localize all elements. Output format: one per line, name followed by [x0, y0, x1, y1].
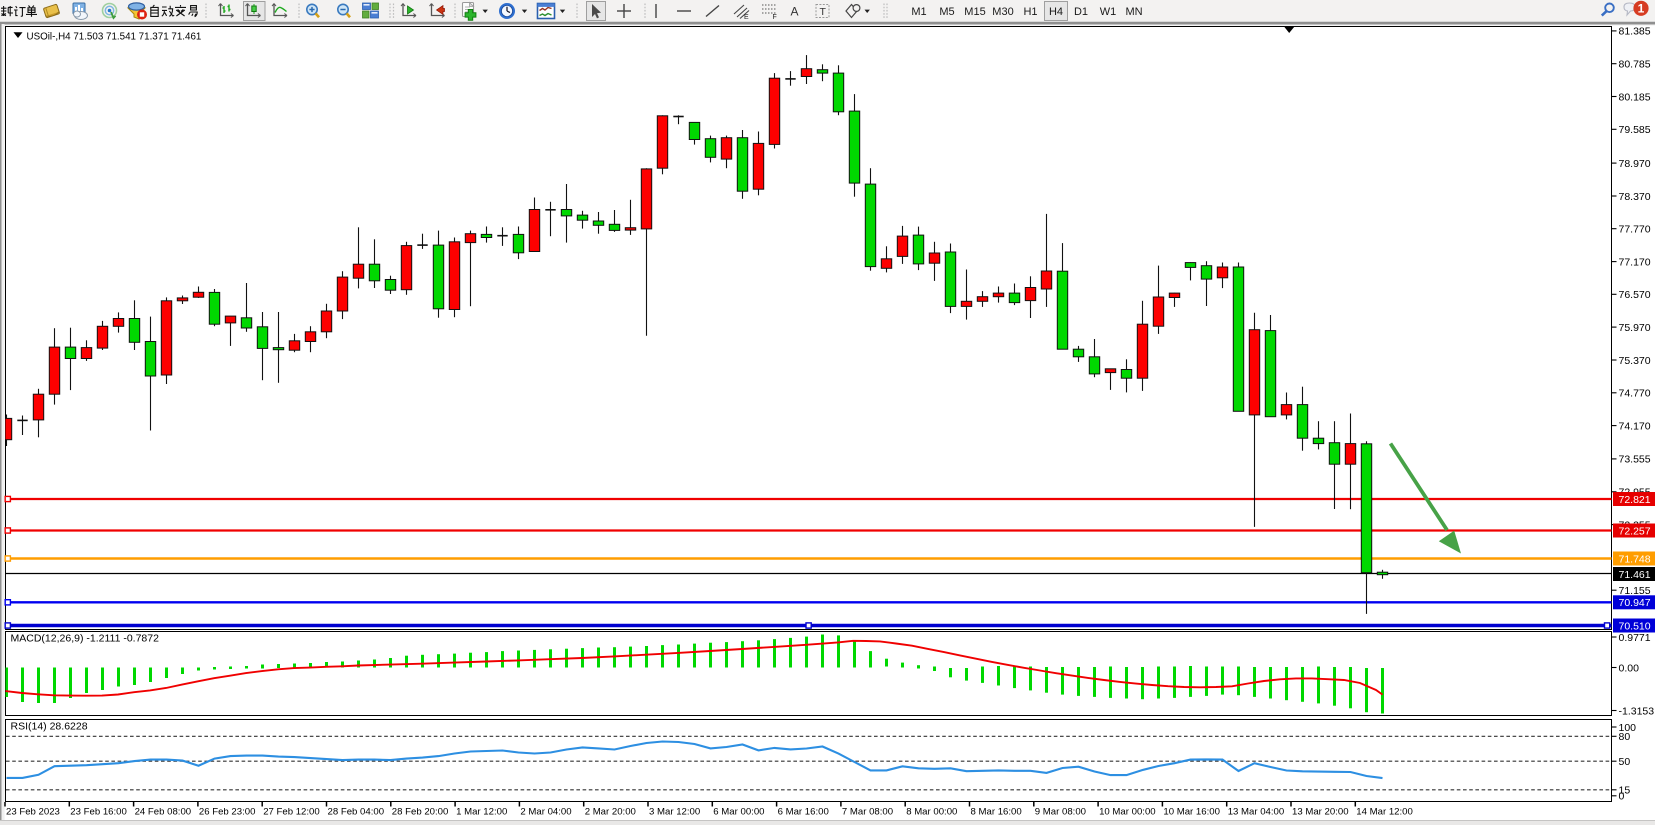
svg-text:77.770: 77.770	[1619, 224, 1651, 236]
svg-text:8 Mar 16:00: 8 Mar 16:00	[971, 806, 1022, 817]
svg-text:77.170: 77.170	[1619, 256, 1651, 268]
svg-text:13 Mar 04:00: 13 Mar 04:00	[1228, 806, 1285, 817]
svg-text:0.9771: 0.9771	[1619, 632, 1651, 644]
svg-text:75.970: 75.970	[1619, 322, 1651, 334]
svg-text:72.821: 72.821	[1619, 494, 1651, 506]
svg-text:H4: H4	[1049, 6, 1063, 18]
svg-text:72.257: 72.257	[1619, 525, 1651, 537]
svg-text:F: F	[773, 14, 777, 21]
svg-text:80.785: 80.785	[1619, 59, 1651, 71]
svg-text:0.00: 0.00	[1619, 662, 1640, 674]
svg-text:0: 0	[1619, 791, 1625, 803]
svg-text:78.970: 78.970	[1619, 158, 1651, 170]
svg-text:W1: W1	[1100, 6, 1117, 18]
svg-text:27 Feb 12:00: 27 Feb 12:00	[263, 806, 320, 817]
svg-text:T: T	[820, 6, 827, 18]
svg-text:24 Feb 08:00: 24 Feb 08:00	[135, 806, 192, 817]
svg-text:75.370: 75.370	[1619, 355, 1651, 367]
svg-text:80: 80	[1619, 731, 1631, 743]
svg-text:80.185: 80.185	[1619, 91, 1651, 103]
svg-text:M30: M30	[992, 6, 1013, 18]
svg-text:28 Feb 04:00: 28 Feb 04:00	[328, 806, 385, 817]
svg-text:81.385: 81.385	[1619, 26, 1651, 38]
svg-text:78.370: 78.370	[1619, 191, 1651, 203]
svg-text:MN: MN	[1125, 6, 1142, 18]
svg-text:15: 15	[1619, 785, 1631, 797]
svg-text:3 Mar 12:00: 3 Mar 12:00	[649, 806, 700, 817]
svg-text:74.170: 74.170	[1619, 420, 1651, 432]
svg-text:7 Mar 08:00: 7 Mar 08:00	[842, 806, 893, 817]
svg-text:28 Feb 20:00: 28 Feb 20:00	[392, 806, 449, 817]
svg-text:1: 1	[1638, 2, 1645, 16]
svg-text:10 Mar 00:00: 10 Mar 00:00	[1099, 806, 1156, 817]
svg-text:8 Mar 00:00: 8 Mar 00:00	[906, 806, 957, 817]
svg-text:MACD(12,26,9) -1.2111 -0.7872: MACD(12,26,9) -1.2111 -0.7872	[11, 633, 160, 645]
svg-text:74.770: 74.770	[1619, 388, 1651, 400]
svg-text:1 Mar 12:00: 1 Mar 12:00	[456, 806, 507, 817]
svg-text:M1: M1	[911, 6, 926, 18]
svg-text:M5: M5	[939, 6, 954, 18]
svg-text:73.555: 73.555	[1619, 454, 1651, 466]
svg-text:79.585: 79.585	[1619, 124, 1651, 136]
svg-text:M15: M15	[964, 6, 985, 18]
svg-text:E: E	[744, 14, 749, 21]
svg-text:A: A	[791, 5, 799, 19]
svg-text:23 Feb 16:00: 23 Feb 16:00	[70, 806, 127, 817]
svg-text:USOil-,H4 71.503 71.541 71.37: USOil-,H4 71.503 71.541 71.371 71.461	[27, 31, 202, 42]
svg-text:-1.3153: -1.3153	[1619, 705, 1655, 717]
svg-text:10 Mar 16:00: 10 Mar 16:00	[1163, 806, 1220, 817]
svg-text:70.947: 70.947	[1619, 597, 1651, 609]
svg-text:14 Mar 12:00: 14 Mar 12:00	[1356, 806, 1413, 817]
svg-text:100: 100	[1619, 722, 1637, 734]
svg-text:H1: H1	[1023, 6, 1037, 18]
svg-text:2 Mar 04:00: 2 Mar 04:00	[520, 806, 571, 817]
svg-text:76.570: 76.570	[1619, 289, 1651, 301]
svg-text:26 Feb 23:00: 26 Feb 23:00	[199, 806, 256, 817]
svg-text:6 Mar 00:00: 6 Mar 00:00	[713, 806, 764, 817]
svg-text:6 Mar 16:00: 6 Mar 16:00	[778, 806, 829, 817]
svg-text:23 Feb 2023: 23 Feb 2023	[6, 806, 60, 817]
svg-text:71.748: 71.748	[1619, 553, 1651, 565]
svg-text:50: 50	[1619, 756, 1631, 768]
svg-text:70.510: 70.510	[1619, 620, 1651, 632]
svg-text:9 Mar 08:00: 9 Mar 08:00	[1035, 806, 1086, 817]
svg-text:71.461: 71.461	[1619, 569, 1651, 581]
svg-text:RSI(14) 28.6228: RSI(14) 28.6228	[11, 721, 88, 733]
svg-text:D1: D1	[1074, 6, 1088, 18]
svg-text:71.155: 71.155	[1619, 585, 1651, 597]
svg-text:13 Mar 20:00: 13 Mar 20:00	[1292, 806, 1349, 817]
svg-text:2 Mar 20:00: 2 Mar 20:00	[585, 806, 636, 817]
